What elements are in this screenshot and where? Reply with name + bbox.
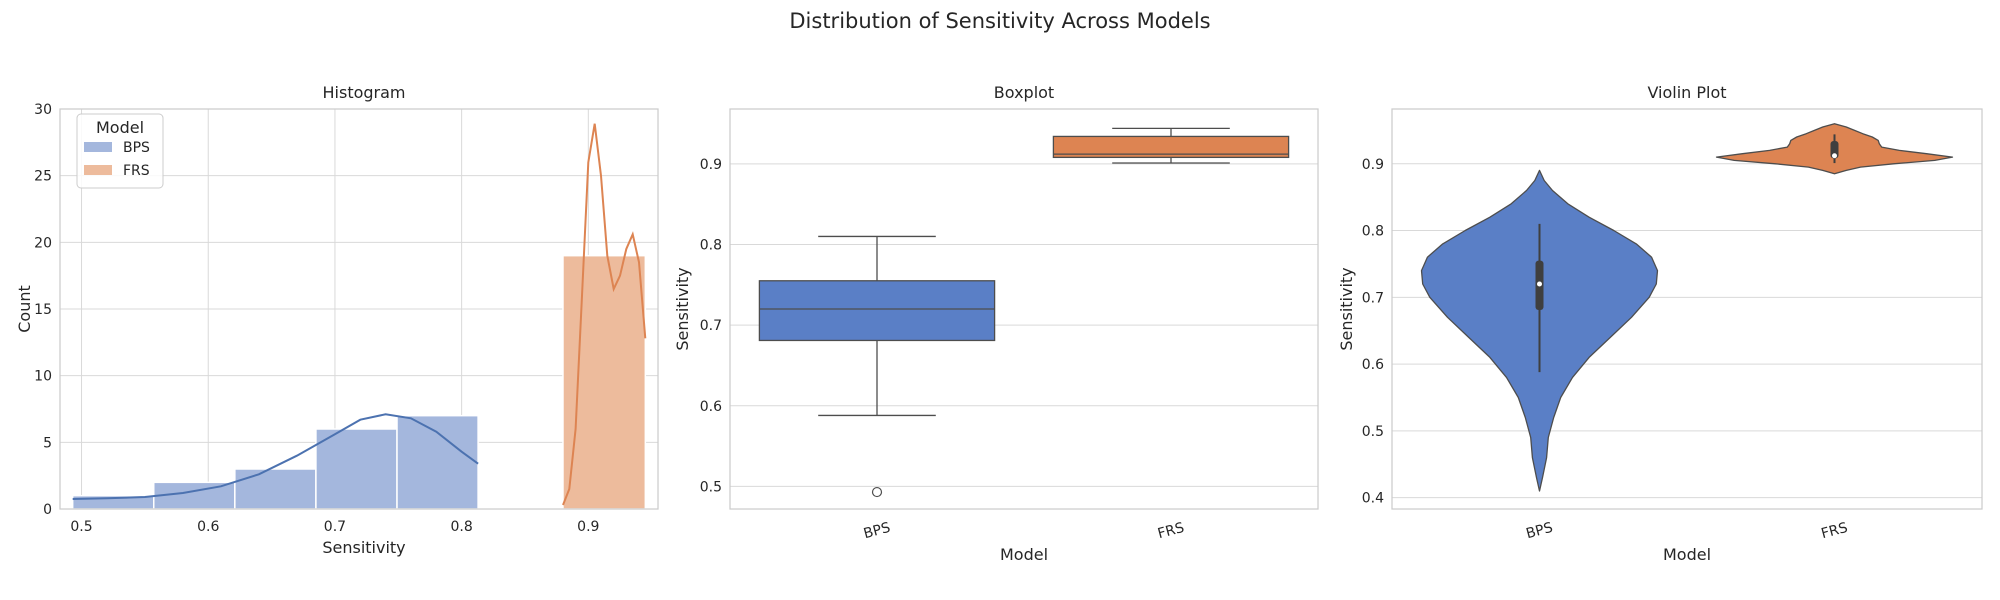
histogram-bar-bps-2 xyxy=(234,468,317,510)
histogram-ylabel: Count xyxy=(15,285,34,333)
violin-iqr-frs xyxy=(1830,141,1839,159)
boxplot-marks xyxy=(758,127,1290,498)
boxplot-ytick-0-6: 0.6 xyxy=(700,399,722,415)
violin-xlabel: Model xyxy=(1663,545,1711,564)
histogram-ytick-25: 25 xyxy=(34,169,52,185)
violin-ytick-0-4: 0.4 xyxy=(1362,491,1384,507)
figure-title: Distribution of Sensitivity Across Model… xyxy=(789,9,1210,33)
boxplot-title: Boxplot xyxy=(994,83,1054,102)
histogram-marks xyxy=(71,123,647,510)
violin-median-frs xyxy=(1832,153,1837,159)
histogram-ytick-10: 10 xyxy=(34,369,52,385)
boxplot-xtick-frs: FRS xyxy=(1156,520,1186,542)
histogram-ytick-0: 0 xyxy=(43,502,52,518)
boxplot-box-frs xyxy=(1052,135,1290,159)
violin-title: Violin Plot xyxy=(1647,83,1726,102)
violin-ytick-0-5: 0.5 xyxy=(1362,424,1384,440)
boxplot-ytick-0-8: 0.8 xyxy=(700,237,722,253)
boxplot-box-bps xyxy=(758,280,996,342)
violin-tick-labels: 0.4 0.5 0.6 0.7 0.8 0.9 BPS FRS xyxy=(1362,157,1850,542)
violin-xtick-frs: FRS xyxy=(1820,520,1850,542)
boxplot-frame xyxy=(729,108,1319,510)
violin-ytick-0-9: 0.9 xyxy=(1362,157,1384,173)
boxplot-xtick-bps: BPS xyxy=(862,520,892,542)
histogram-xtick-0-8: 0.8 xyxy=(450,519,472,535)
legend-label-frs: FRS xyxy=(123,163,150,179)
boxplot-panel: Boxplot 0.5 0.6 0.7 0.8 0.9 BPS FRS Model Sens… xyxy=(673,83,1319,564)
histogram-xtick-0-6: 0.6 xyxy=(197,519,219,535)
histogram-xtick-0-9: 0.9 xyxy=(577,519,599,535)
violin-frame xyxy=(1391,108,1983,510)
violin-marks xyxy=(1420,123,1954,492)
histogram-xtick-0-7: 0.7 xyxy=(324,519,346,535)
boxplot-gridlines xyxy=(730,163,1318,487)
histogram-title: Histogram xyxy=(323,83,406,102)
histogram-xlabel: Sensitivity xyxy=(322,538,405,557)
histogram-ytick-15: 15 xyxy=(34,302,52,318)
legend-swatch-frs xyxy=(84,165,112,175)
boxplot-tick-labels: 0.5 0.6 0.7 0.8 0.9 BPS FRS xyxy=(700,157,1186,542)
boxplot-xlabel: Model xyxy=(1000,545,1048,564)
boxplot-outlier-bps-0 xyxy=(871,486,883,498)
violin-panel: Violin Plot 0.4 0.5 0.6 0.7 0.8 0.9 BPS FRS Mod… xyxy=(1337,83,1983,564)
histogram-xtick-0-5: 0.5 xyxy=(70,519,92,535)
boxplot-ytick-0-7: 0.7 xyxy=(700,318,722,334)
histogram-panel: Histogram 0 5 10 15 20 25 30 0.5 0.6 0.7 0.8 0.9 Se… xyxy=(15,83,659,557)
histogram-bar-bps-3 xyxy=(315,428,398,510)
histogram-tick-labels: 0 5 10 15 20 25 30 0.5 0.6 0.7 0.8 0.9 xyxy=(34,102,599,535)
histogram-ytick-30: 30 xyxy=(34,102,52,118)
histogram-kde-bps xyxy=(72,413,479,500)
boxplot-ylabel: Sensitivity xyxy=(673,267,692,350)
histogram-legend: Model BPS FRS xyxy=(76,113,164,189)
legend-swatch-bps xyxy=(84,142,112,152)
boxplot-ytick-0-5: 0.5 xyxy=(700,479,722,495)
legend-title: Model xyxy=(96,118,144,137)
violin-ytick-0-7: 0.7 xyxy=(1362,290,1384,306)
legend-label-bps: BPS xyxy=(123,140,150,156)
violin-median-bps xyxy=(1537,281,1542,287)
violin-xtick-bps: BPS xyxy=(1524,520,1554,542)
histogram-bar-frs-0 xyxy=(562,254,647,510)
histogram-frame xyxy=(59,108,659,510)
histogram-ytick-20: 20 xyxy=(34,235,52,251)
histogram-kde-frs xyxy=(562,123,647,506)
violin-ylabel: Sensitivity xyxy=(1337,267,1356,350)
histogram-bar-bps-4 xyxy=(396,414,479,510)
violin-ytick-0-8: 0.8 xyxy=(1362,224,1384,240)
boxplot-ytick-0-9: 0.9 xyxy=(700,157,722,173)
histogram-ytick-5: 5 xyxy=(43,435,52,451)
violin-ytick-0-6: 0.6 xyxy=(1362,357,1384,373)
